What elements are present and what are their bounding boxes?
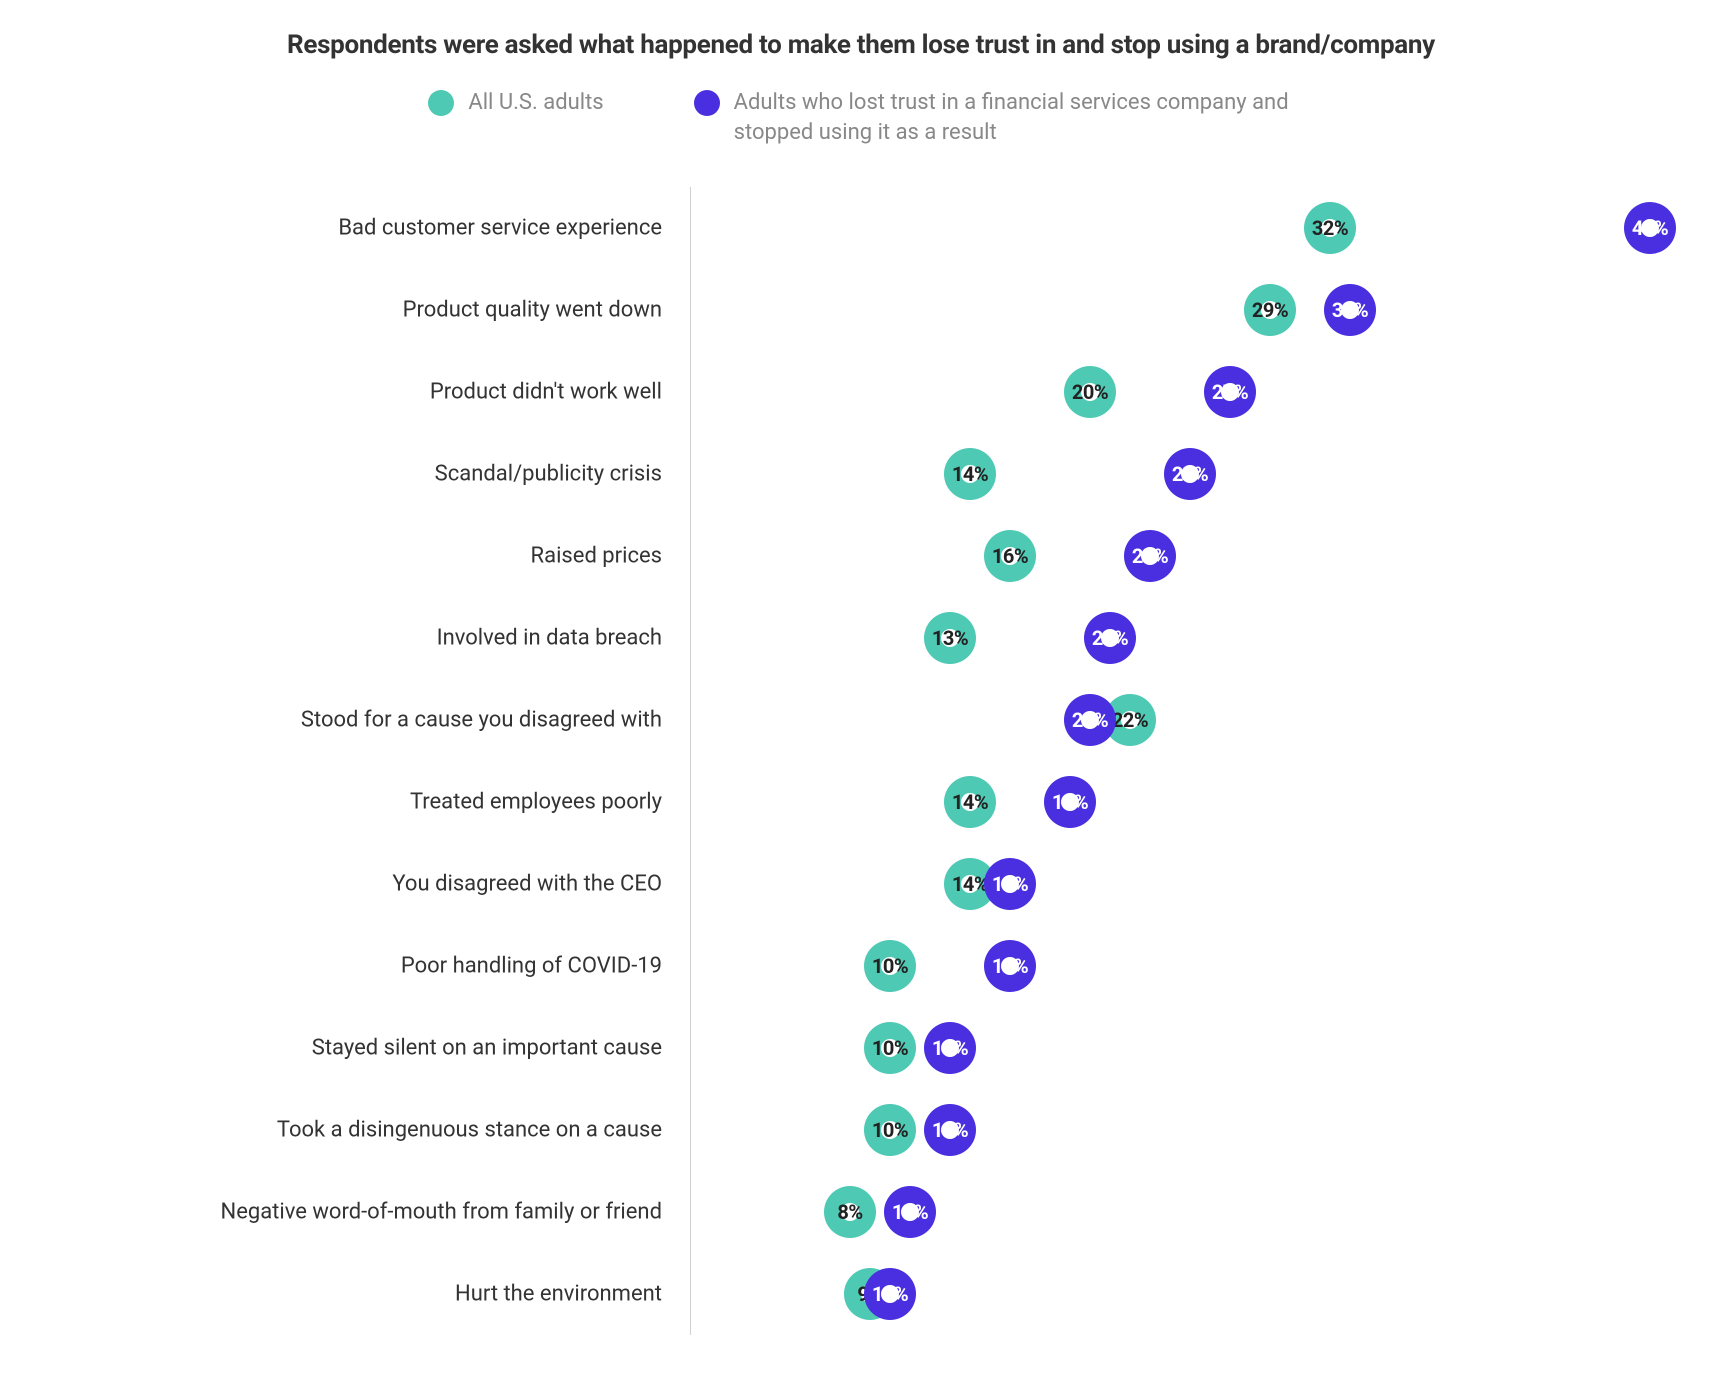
data-point-financial-services: 25% — [1164, 448, 1216, 500]
data-point-all-us-adults: 14% — [944, 448, 996, 500]
data-point-value: 10% — [872, 1282, 908, 1306]
legend-item-all-adults: All U.S. adults — [428, 88, 603, 147]
data-point-value: 33% — [1332, 298, 1368, 322]
data-point-value: 21% — [1092, 626, 1128, 650]
data-point-all-us-adults: 10% — [864, 1022, 916, 1074]
data-point-financial-services: 23% — [1124, 530, 1176, 582]
category-row: Negative word-of-mouth from family or fr… — [100, 1171, 1682, 1253]
category-label: Product quality went down — [403, 297, 680, 325]
category-row: Product quality went down 29% 33% — [100, 269, 1682, 351]
data-point-value: 23% — [1132, 544, 1168, 568]
chart-title: Respondents were asked what happened to … — [161, 30, 1561, 60]
data-point-financial-services: 13% — [924, 1022, 976, 1074]
data-point-value: 10% — [872, 1118, 908, 1142]
category-row: Poor handling of COVID-19 10% 16% — [100, 925, 1682, 1007]
data-point-value: 22% — [1112, 708, 1148, 732]
legend: All U.S. adults Adults who lost trust in… — [40, 88, 1682, 147]
data-point-all-us-adults: 10% — [864, 940, 916, 992]
data-point-value: 14% — [952, 790, 988, 814]
category-row: Hurt the environment9%10% — [100, 1253, 1682, 1335]
data-point-all-us-adults: 8% — [824, 1186, 876, 1238]
category-label: Hurt the environment — [455, 1281, 680, 1309]
data-point-value: 13% — [932, 1118, 968, 1142]
category-row: Product didn't work well 20% 27% — [100, 351, 1682, 433]
data-point-value: 27% — [1212, 380, 1248, 404]
category-label: Took a disingenuous stance on a cause — [277, 1117, 680, 1145]
data-point-financial-services: 16% — [984, 940, 1036, 992]
category-label: Stood for a cause you disagreed with — [301, 707, 680, 735]
data-point-value: 48% — [1632, 216, 1668, 240]
data-point-value: 25% — [1172, 462, 1208, 486]
category-label: Bad customer service experience — [338, 215, 680, 243]
data-point-value: 14% — [952, 462, 988, 486]
category-row: You disagreed with the CEO 14%16% — [100, 843, 1682, 925]
category-label: Negative word-of-mouth from family or fr… — [221, 1199, 681, 1227]
category-label: Poor handling of COVID-19 — [401, 953, 680, 981]
data-point-value: 13% — [932, 1036, 968, 1060]
legend-item-financial: Adults who lost trust in a financial ser… — [694, 88, 1294, 147]
data-point-financial-services: 21% — [1084, 612, 1136, 664]
data-point-value: 10% — [872, 954, 908, 978]
data-point-financial-services: 27% — [1204, 366, 1256, 418]
legend-swatch-0 — [428, 90, 454, 116]
category-label: Raised prices — [531, 543, 680, 571]
data-point-value: 13% — [932, 626, 968, 650]
data-point-financial-services: 19% — [1044, 776, 1096, 828]
data-point-value: 20% — [1072, 380, 1108, 404]
data-point-value: 10% — [872, 1036, 908, 1060]
legend-swatch-1 — [694, 90, 720, 116]
data-point-value: 29% — [1252, 298, 1288, 322]
data-point-all-us-adults: 29% — [1244, 284, 1296, 336]
data-point-all-us-adults: 14% — [944, 776, 996, 828]
data-point-value: 32% — [1312, 216, 1348, 240]
dot-plot-chart: Respondents were asked what happened to … — [40, 30, 1682, 1335]
data-point-financial-services: 10% — [864, 1268, 916, 1320]
plot-area: Bad customer service experience 32% 48% Pro… — [100, 187, 1682, 1335]
data-point-all-us-adults: 32% — [1304, 202, 1356, 254]
category-row: Treated employees poorly 14% 19% — [100, 761, 1682, 843]
data-point-financial-services: 16% — [984, 858, 1036, 910]
data-point-value: 16% — [992, 872, 1028, 896]
data-point-financial-services: 20% — [1064, 694, 1116, 746]
legend-label-0: All U.S. adults — [468, 88, 603, 118]
data-point-value: 20% — [1072, 708, 1108, 732]
category-row: Bad customer service experience 32% 48% — [100, 187, 1682, 269]
data-point-value: 14% — [952, 872, 988, 896]
category-label: Treated employees poorly — [410, 789, 680, 817]
category-row: Involved in data breach 13% 21% — [100, 597, 1682, 679]
category-label: Stayed silent on an important cause — [312, 1035, 680, 1063]
category-row: Stood for a cause you disagreed with 22%2… — [100, 679, 1682, 761]
data-point-all-us-adults: 20% — [1064, 366, 1116, 418]
data-point-financial-services: 13% — [924, 1104, 976, 1156]
data-point-financial-services: 11% — [884, 1186, 936, 1238]
legend-label-1: Adults who lost trust in a financial ser… — [734, 88, 1294, 147]
data-point-all-us-adults: 10% — [864, 1104, 916, 1156]
category-label: Involved in data breach — [437, 625, 680, 653]
category-row: Took a disingenuous stance on a cause 10%… — [100, 1089, 1682, 1171]
category-row: Raised prices 16% 23% — [100, 515, 1682, 597]
data-point-all-us-adults: 13% — [924, 612, 976, 664]
data-point-financial-services: 33% — [1324, 284, 1376, 336]
data-point-value: 16% — [992, 544, 1028, 568]
category-label: Product didn't work well — [430, 379, 680, 407]
category-row: Scandal/publicity crisis 14% 25% — [100, 433, 1682, 515]
category-row: Stayed silent on an important cause 10% 13… — [100, 1007, 1682, 1089]
data-point-value: 8% — [837, 1200, 862, 1224]
data-point-value: 19% — [1052, 790, 1088, 814]
data-point-value: 16% — [992, 954, 1028, 978]
data-point-all-us-adults: 16% — [984, 530, 1036, 582]
category-label: You disagreed with the CEO — [392, 871, 680, 899]
data-point-financial-services: 48% — [1624, 202, 1676, 254]
category-label: Scandal/publicity crisis — [435, 461, 680, 489]
data-point-value: 11% — [892, 1200, 928, 1224]
